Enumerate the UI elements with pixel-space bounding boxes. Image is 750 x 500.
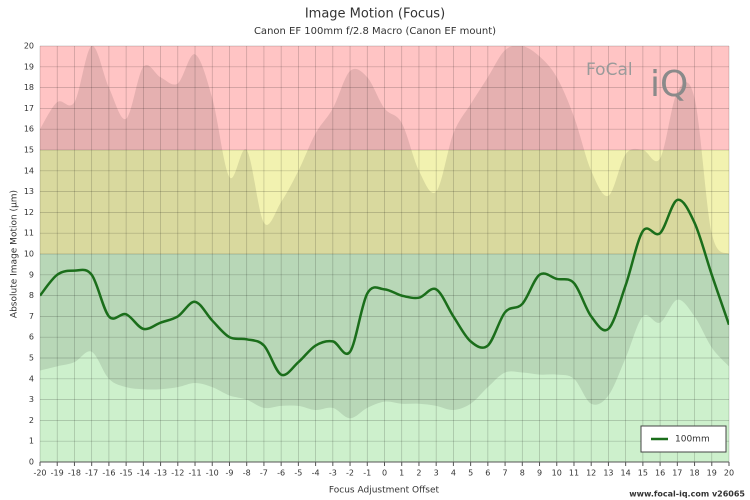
x-tick-label: -3: [329, 469, 337, 478]
x-tick-label: -9: [225, 469, 233, 478]
y-tick-label: 4: [29, 374, 34, 383]
x-tick-label: -5: [294, 469, 302, 478]
zone: [40, 46, 729, 150]
x-tick-label: 10: [552, 469, 562, 478]
x-tick-label: -17: [85, 469, 98, 478]
y-tick-label: 15: [24, 146, 34, 155]
legend-label: 100mm: [675, 435, 710, 445]
x-tick-label: -20: [33, 469, 46, 478]
y-tick-label: 10: [24, 250, 34, 259]
footer: www.focal-iq.com v26065: [629, 490, 745, 499]
x-tick-label: 1: [399, 469, 404, 478]
y-tick-label: 18: [24, 83, 34, 92]
logo-text: FoCal: [586, 60, 633, 80]
x-tick-label: 3: [434, 469, 439, 478]
range-band: [40, 46, 729, 419]
x-tick-label: 14: [621, 469, 631, 478]
x-tick-label: -18: [68, 469, 81, 478]
x-tick-label: 5: [468, 469, 473, 478]
x-tick-label: 16: [655, 469, 665, 478]
x-tick-label: 15: [638, 469, 648, 478]
y-tick-label: 17: [24, 104, 34, 113]
x-tick-label: 7: [503, 469, 508, 478]
x-tick-label: 11: [569, 469, 579, 478]
x-tick-label: -11: [188, 469, 201, 478]
x-tick-label: 13: [603, 469, 613, 478]
x-tick-label: -8: [243, 469, 251, 478]
chart-title: Image Motion (Focus): [305, 7, 445, 22]
x-tick-label: -7: [260, 469, 268, 478]
x-tick-label: -19: [51, 469, 64, 478]
y-tick-label: 2: [29, 416, 34, 425]
y-tick-label: 7: [29, 312, 34, 321]
x-tick-label: 9: [537, 469, 542, 478]
x-tick-label: 8: [520, 469, 525, 478]
x-tick-label: 6: [485, 469, 490, 478]
x-tick-label: 12: [586, 469, 596, 478]
x-tick-label: 0: [382, 469, 387, 478]
y-tick-label: 11: [24, 229, 34, 238]
y-axis-label: Absolute Image Motion (µm): [10, 190, 20, 318]
x-tick-label: 4: [451, 469, 456, 478]
y-tick-label: 1: [29, 437, 34, 446]
y-tick-label: 0: [29, 458, 34, 467]
x-tick-label: 20: [724, 469, 734, 478]
x-tick-label: -1: [363, 469, 371, 478]
x-axis-label: Focus Adjustment Offset: [329, 486, 440, 496]
x-tick-label: 18: [689, 469, 699, 478]
series-line: [40, 198, 729, 377]
y-tick-label: 19: [24, 62, 34, 71]
x-tick-label: -15: [120, 469, 133, 478]
x-tick-label: -16: [102, 469, 115, 478]
x-tick-label: 17: [672, 469, 682, 478]
logo-mark: iQ: [650, 64, 688, 105]
x-tick-label: -2: [346, 469, 354, 478]
y-tick-label: 9: [29, 270, 34, 279]
chart-subtitle: Canon EF 100mm f/2.8 Macro (Canon EF mou…: [254, 26, 496, 37]
y-tick-label: 6: [29, 333, 34, 342]
y-tick-label: 8: [29, 291, 34, 300]
y-tick-label: 13: [24, 187, 34, 196]
y-tick-label: 5: [29, 354, 34, 363]
x-tick-label: -14: [137, 469, 150, 478]
x-tick-label: 19: [707, 469, 717, 478]
y-tick-label: 12: [24, 208, 34, 217]
y-tick-label: 3: [29, 395, 34, 404]
y-tick-label: 20: [24, 42, 34, 51]
x-tick-label: -4: [312, 469, 320, 478]
y-tick-label: 16: [24, 125, 34, 134]
x-tick-label: -12: [171, 469, 184, 478]
x-tick-label: 2: [416, 469, 421, 478]
y-tick-label: 14: [24, 166, 34, 175]
x-tick-label: -13: [154, 469, 167, 478]
x-tick-label: -6: [277, 469, 285, 478]
zone: [40, 150, 729, 254]
overlay-layer: FoCal iQ 100mm: [586, 60, 727, 453]
x-tick-label: -10: [206, 469, 219, 478]
